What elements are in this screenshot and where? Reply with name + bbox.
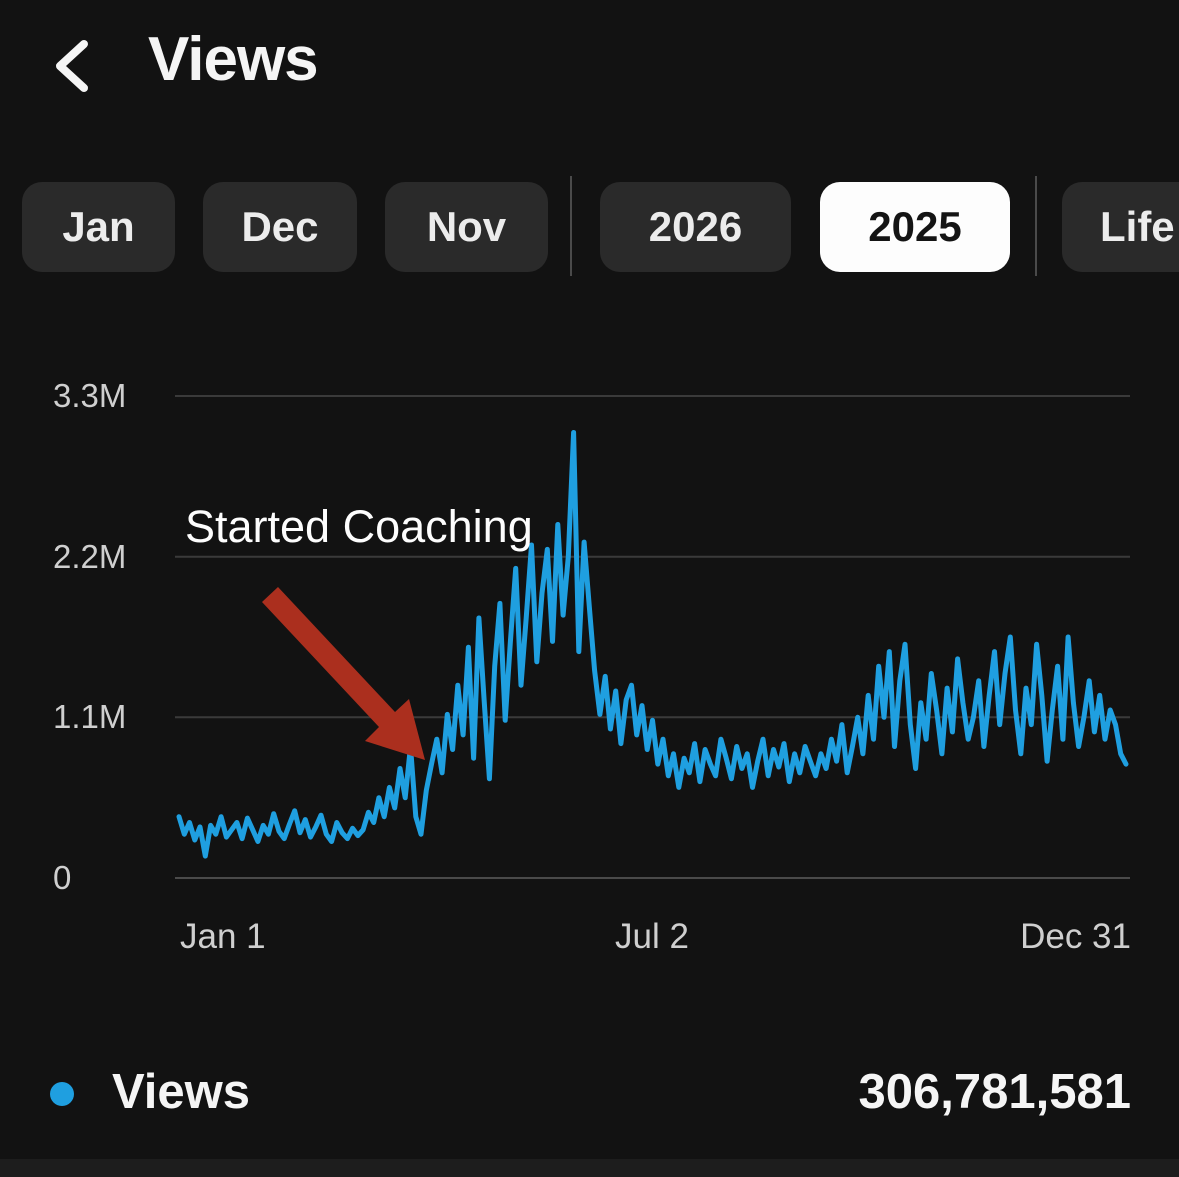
tab-year-2025[interactable]: 2025: [820, 182, 1010, 272]
tab-month-dec[interactable]: Dec: [203, 182, 357, 272]
tab-year-2026[interactable]: 2026: [600, 182, 791, 272]
back-button[interactable]: [46, 36, 102, 96]
y-axis-tick-label: 2.2M: [53, 537, 127, 575]
pill-group-divider: [570, 176, 572, 276]
home-indicator-strip: [0, 1159, 1179, 1177]
page-title: Views: [148, 25, 319, 94]
views-series-line: [176, 430, 1129, 859]
x-axis-tick-label: Jan 1: [180, 917, 266, 956]
views-line-chart[interactable]: [175, 370, 1130, 882]
tab-month-jan[interactable]: Jan: [22, 182, 175, 272]
tab-month-nov[interactable]: Nov: [385, 182, 548, 272]
y-axis-tick-label: 0: [53, 859, 72, 896]
chevron-left-icon: [56, 40, 88, 92]
tab-lifetime[interactable]: Life: [1062, 182, 1179, 272]
pill-group-divider: [1035, 176, 1037, 276]
annotation-arrow: [262, 587, 425, 760]
legend-metric-value: 306,781,581: [858, 1065, 1132, 1119]
legend-metric-label: Views: [112, 1065, 251, 1119]
views-chart-area: 3.3M 2.2M 1.1M 0 Jan 1 Jul 2 Dec 31 Started C…: [0, 370, 1179, 990]
annotation-label: Started Coaching: [185, 501, 533, 552]
x-axis-tick-label: Dec 31: [1020, 917, 1131, 956]
y-axis-tick-label: 1.1M: [53, 698, 127, 736]
x-axis-tick-label: Jul 2: [615, 917, 689, 956]
legend-dot-icon: [50, 1082, 74, 1106]
y-axis-tick-label: 3.3M: [53, 377, 127, 414]
